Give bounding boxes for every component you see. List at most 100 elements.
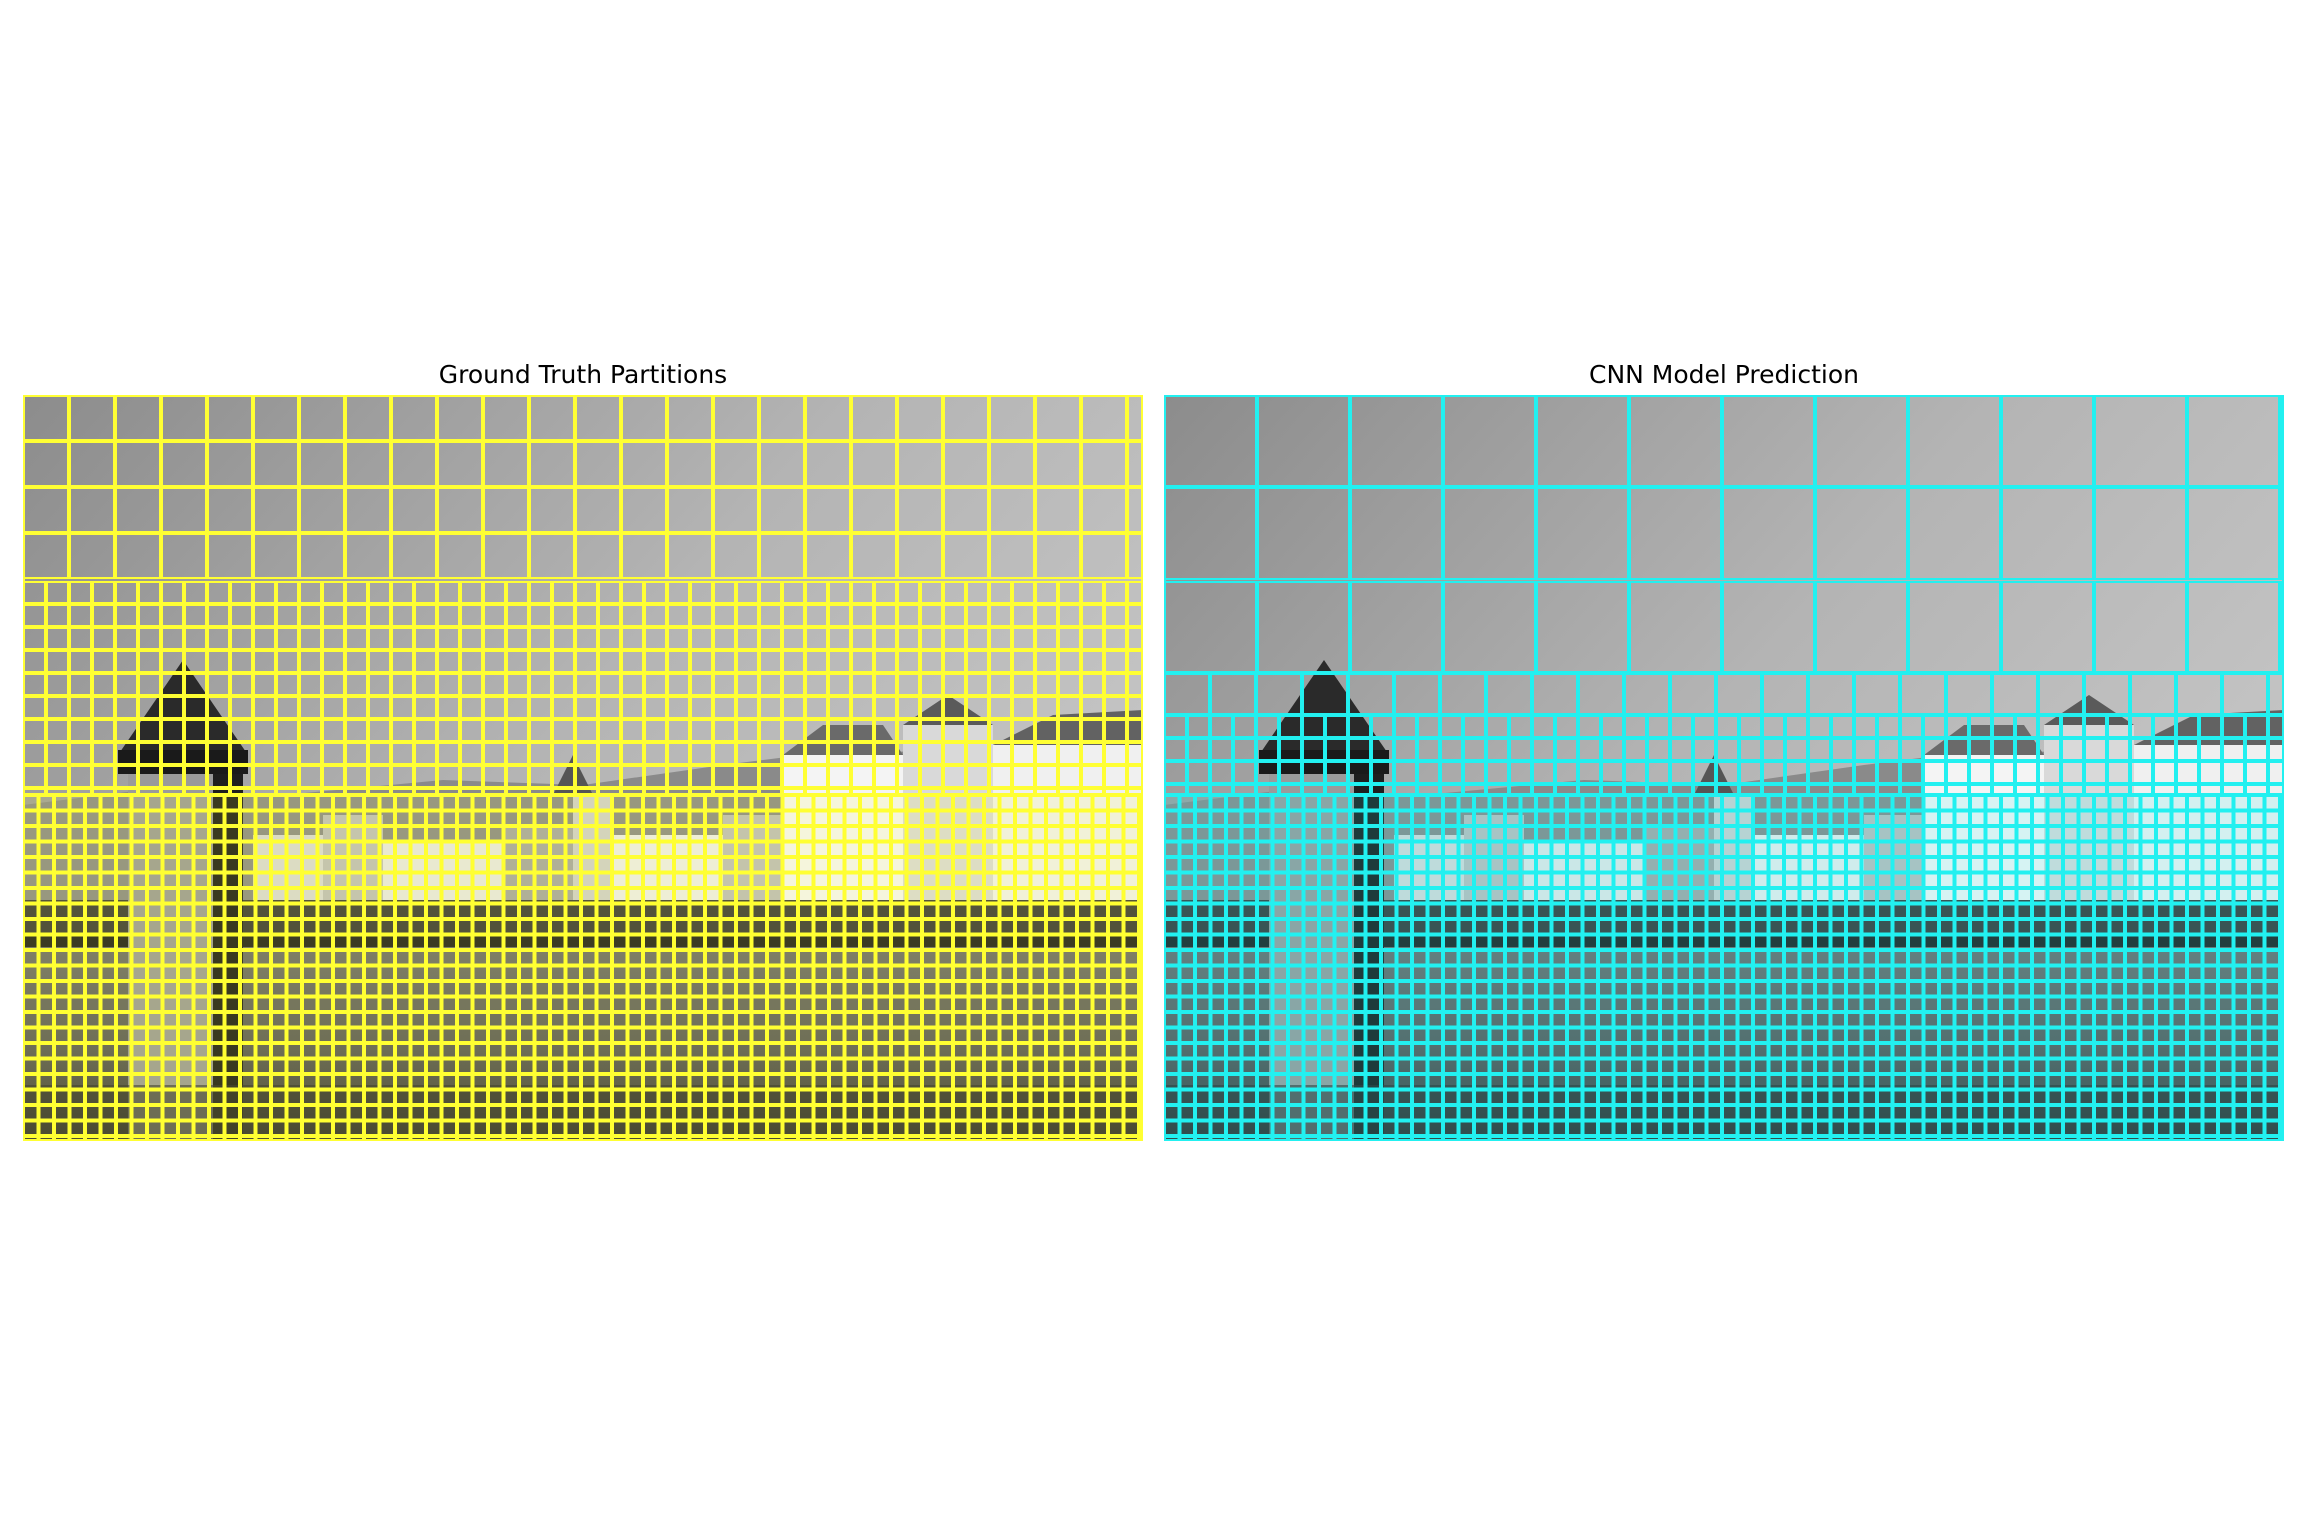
prediction-panel <box>1164 395 2284 1141</box>
partition-block <box>2016 919 2032 935</box>
roof <box>2044 695 2134 725</box>
partition-block <box>922 888 938 904</box>
partition-block <box>1536 1105 1552 1121</box>
partition-block <box>1985 934 2001 950</box>
partition-block <box>2032 1089 2048 1105</box>
partition-block <box>943 627 966 650</box>
partition-block <box>2218 1027 2234 1043</box>
partition-block <box>1187 761 1210 784</box>
partition-block <box>575 441 621 487</box>
partition-block <box>891 950 907 966</box>
partition-block <box>488 841 504 857</box>
partition-block <box>255 903 271 919</box>
partition-block <box>1505 795 1521 811</box>
partition-block <box>1061 1043 1077 1059</box>
partition-block <box>38 857 54 873</box>
partition-block <box>1536 1074 1552 1090</box>
partition-block <box>891 981 907 997</box>
partition-block <box>38 1027 54 1043</box>
partition-block <box>1598 1058 1614 1074</box>
partition-block <box>2176 784 2199 795</box>
partition-block <box>178 872 194 888</box>
partition-block <box>1784 826 1800 842</box>
partition-block <box>224 965 240 981</box>
partition-block <box>1939 810 1955 826</box>
partition-block <box>713 627 736 650</box>
partition-block <box>1458 1027 1474 1043</box>
partition-block <box>1081 604 1104 627</box>
partition-block <box>968 903 984 919</box>
partition-block <box>426 934 442 950</box>
partition-block <box>1567 919 1583 935</box>
partition-block <box>1808 673 1854 715</box>
partition-block <box>705 1105 721 1121</box>
partition-block <box>667 650 690 673</box>
partition-block <box>1474 1120 1490 1136</box>
partition-block <box>1046 965 1062 981</box>
partition-block <box>457 1074 473 1090</box>
partition-block <box>2063 950 2079 966</box>
partition-block <box>1241 857 1257 873</box>
partition-block <box>348 996 364 1012</box>
partition-block <box>1396 934 1412 950</box>
partition-block <box>906 1089 922 1105</box>
partition-block <box>2063 810 2079 826</box>
partition-block <box>2187 950 2203 966</box>
partition-block <box>1458 1120 1474 1136</box>
partition-block <box>644 673 667 696</box>
partition-block <box>1582 1089 1598 1105</box>
partition-block <box>1939 903 1955 919</box>
partition-block <box>2187 981 2203 997</box>
partition-block <box>1567 826 1583 842</box>
partition-block <box>782 826 798 842</box>
partition-block <box>906 1058 922 1074</box>
partition-block <box>1195 1105 1211 1121</box>
partition-block <box>1272 1012 1288 1028</box>
partition-block <box>276 742 299 765</box>
partition-block <box>1179 1074 1195 1090</box>
partition-block <box>519 795 535 811</box>
partition-block <box>621 487 667 533</box>
partition-block <box>805 719 828 742</box>
ground-truth-image <box>23 395 1143 1141</box>
partition-block <box>2107 784 2130 795</box>
partition-block <box>1210 761 1233 784</box>
partition-block <box>488 934 504 950</box>
partition-block <box>1334 1105 1350 1121</box>
partition-block <box>658 1012 674 1028</box>
partition-block <box>131 1105 147 1121</box>
partition-block <box>937 903 953 919</box>
partition-block <box>1474 1027 1490 1043</box>
partition-block <box>1722 919 1738 935</box>
partition-block <box>1012 788 1035 795</box>
partition-block <box>184 581 207 604</box>
partition-block <box>1226 872 1242 888</box>
partition-block <box>2094 872 2110 888</box>
partition-block <box>813 872 829 888</box>
partition-block <box>162 1120 178 1136</box>
partition-block <box>286 981 302 997</box>
partition-block <box>457 934 473 950</box>
partition-block <box>1334 965 1350 981</box>
partition-block <box>2218 1012 2234 1028</box>
partition-block <box>1675 950 1691 966</box>
partition-block <box>643 965 659 981</box>
partition-block <box>1985 1105 2001 1121</box>
partition-block <box>230 719 253 742</box>
partition-block <box>2016 1043 2032 1059</box>
partition-block <box>460 765 483 788</box>
partition-block <box>2125 1089 2141 1105</box>
partition-block <box>1598 1120 1614 1136</box>
partition-block <box>860 965 876 981</box>
partition-block <box>457 1120 473 1136</box>
partition-block <box>2078 1105 2094 1121</box>
partition-block <box>2078 795 2094 811</box>
partition-block <box>2140 1120 2156 1136</box>
partition-block <box>1613 1058 1629 1074</box>
partition-block <box>1969 761 1992 784</box>
partition-block <box>437 696 460 719</box>
partition-block <box>414 673 437 696</box>
partition-block <box>1831 761 1854 784</box>
partition-block <box>333 1120 349 1136</box>
partition-block <box>552 650 575 673</box>
